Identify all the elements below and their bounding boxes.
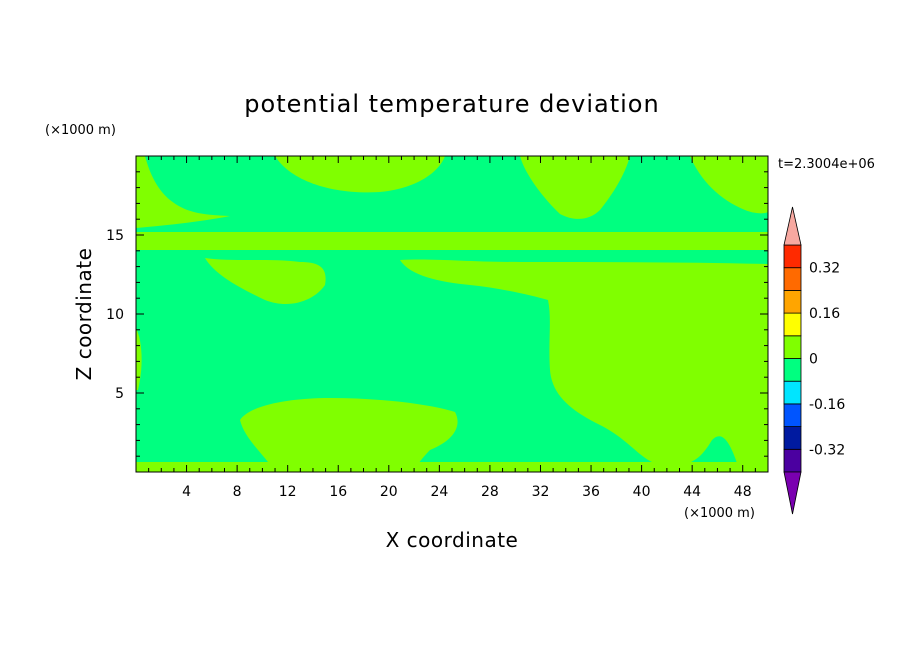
y-unit-label: (×1000 m) [45, 123, 116, 138]
colorbar-box [783, 312, 802, 337]
colorbar-box [783, 267, 802, 291]
y-tick-label: 15 [106, 228, 124, 244]
positive-region-2 [275, 156, 445, 193]
colorbar-box [783, 358, 802, 382]
colorbar-label: -0.16 [809, 397, 845, 413]
positive-region-3 [520, 156, 630, 219]
x-tick-label: 28 [481, 484, 499, 500]
positive-region-10 [136, 462, 768, 472]
positive-region-1 [136, 156, 230, 228]
colorbar-label: 0.32 [809, 261, 840, 277]
x-tick-label: 4 [182, 484, 191, 500]
colorbar-label: 0.16 [809, 306, 840, 322]
x-tick-label: 32 [532, 484, 550, 500]
x-tick-label: 16 [329, 484, 347, 500]
x-tick-label: 44 [683, 484, 701, 500]
colorbar-label: 0 [809, 352, 818, 368]
positive-region-5 [136, 232, 768, 250]
x-tick-label: 36 [582, 484, 600, 500]
x-tick-label: 40 [633, 484, 651, 500]
positive-deviation-regions [136, 156, 768, 472]
colorbar-box [783, 403, 802, 427]
colorbar: 0.32 0.16 0 -0.16 -0.32 [783, 206, 845, 515]
time-label: t=2.3004e+06 [778, 157, 875, 172]
positive-region-8 [240, 398, 458, 472]
x-tick-label: 8 [233, 484, 242, 500]
x-unit-label: (×1000 m) [684, 506, 755, 521]
colorbar-box [783, 380, 802, 405]
colorbar-box [783, 426, 802, 450]
y-tick-label: 5 [115, 386, 124, 402]
positive-region-7 [400, 259, 768, 472]
positive-region-4 [690, 156, 768, 214]
y-axis-title: Z coordinate [72, 248, 96, 381]
colorbar-box [783, 244, 802, 269]
y-tick-label: 10 [106, 307, 124, 323]
colorbar-over-triangle [783, 206, 802, 246]
chart-title: potential temperature deviation [244, 90, 659, 118]
colorbar-box [783, 335, 802, 359]
x-tick-label: 20 [380, 484, 398, 500]
colorbar-under-triangle [783, 471, 802, 515]
colorbar-box [783, 289, 802, 314]
x-tick-label: 48 [734, 484, 752, 500]
positive-region-6 [205, 258, 326, 305]
colorbar-label: -0.32 [809, 442, 845, 458]
x-tick-label: 12 [279, 484, 297, 500]
field-layer [136, 156, 768, 472]
positive-region-9 [136, 328, 142, 390]
colorbar-box [783, 448, 802, 473]
x-tick-label: 24 [430, 484, 448, 500]
x-axis-title: X coordinate [386, 528, 519, 552]
